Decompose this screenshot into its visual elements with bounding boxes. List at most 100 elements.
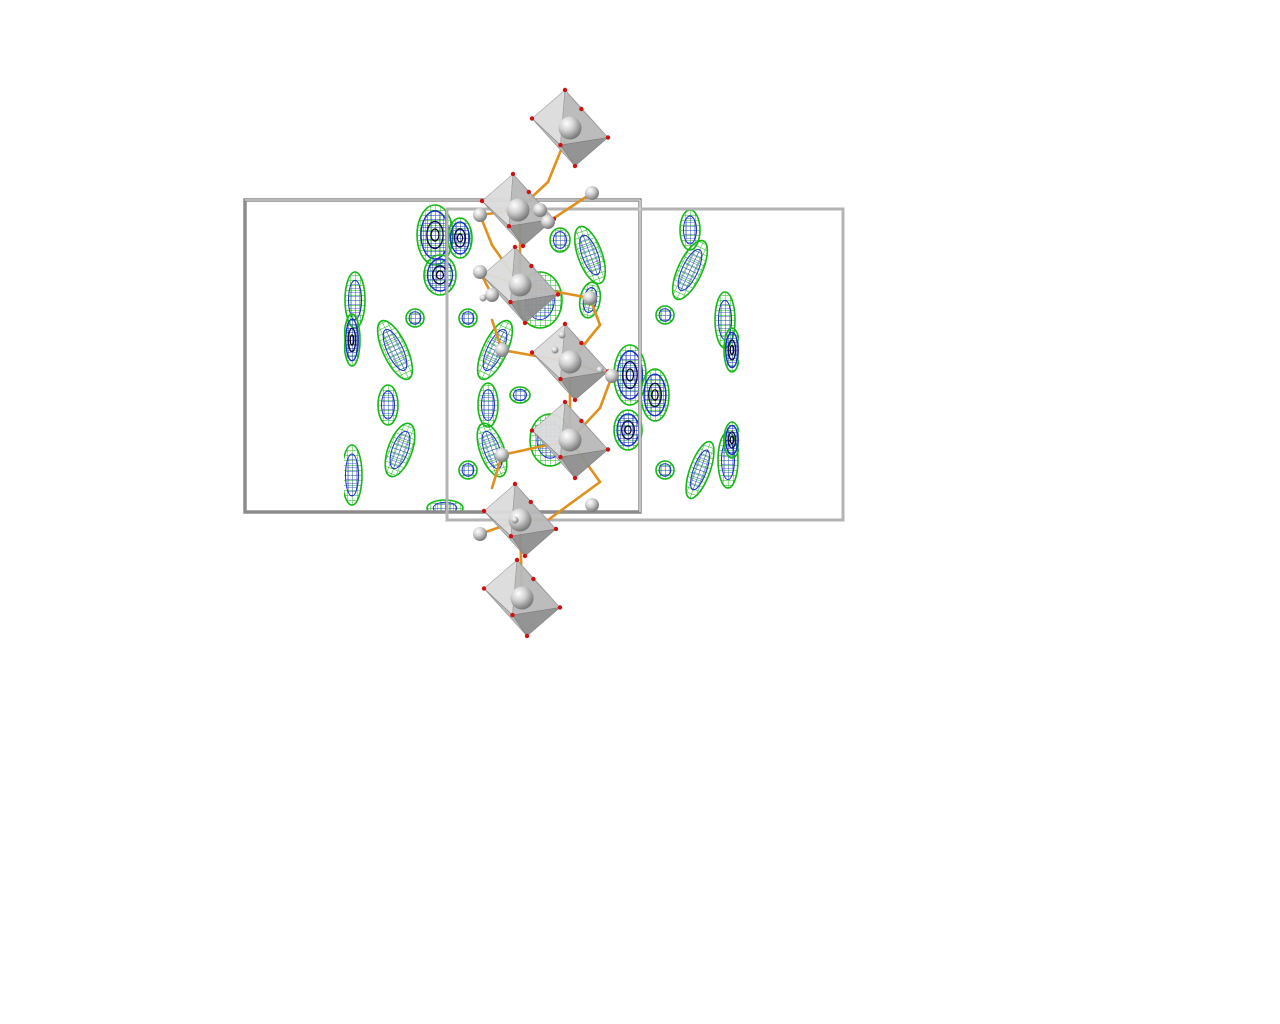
hydrogen-atom [511,516,519,524]
density-lobe [344,313,361,367]
density-lobe [458,460,478,480]
density-contour-mid [690,449,710,491]
oxygen-vertex [526,189,531,195]
metal-atom [508,273,532,297]
density-lobe [685,440,715,500]
density-contour-core [435,270,445,280]
oxygen-vertex [579,106,584,112]
density-lobe [384,422,416,478]
metal-atom [558,350,582,374]
density-contour-core [651,389,659,401]
density-lobe [640,368,670,422]
density-contour-mid [432,501,458,512]
density-contour-mid [408,311,422,325]
octahedron-face [516,559,561,608]
density-contour-mid [725,331,739,369]
ligand-atom [473,208,487,222]
oxygen-vertex [572,163,578,169]
density-lobe [573,225,607,285]
density-contour-inner [727,339,737,361]
density-lobe [423,254,457,296]
density-contour-inner [647,382,663,408]
oxygen-vertex [514,557,520,563]
oxygen-vertex [572,397,578,403]
oxygen-vertex [512,481,518,487]
hydrogen-atom [596,366,604,374]
octahedron [529,87,611,169]
octahedron [529,321,611,403]
density-lobe [426,499,464,512]
hydrogen-atom [558,331,566,339]
unit-cell-frames [243,198,845,522]
density-contour-mid [461,463,475,477]
density-contour-mid [579,234,601,276]
oxygen-vertex [605,447,611,452]
density-contour-mid [513,388,527,402]
oxygen-vertex [512,244,518,250]
ligand-atom [585,186,599,200]
oxygen-vertex [572,475,578,481]
density-contour-inner [622,360,638,390]
density-contour-mid [345,453,359,497]
ligand-atom [473,265,487,279]
oxygen-vertex [529,428,535,433]
density-contour-core [624,425,632,435]
density-contour-mid [345,318,359,362]
metal-atom [558,116,582,140]
density-contour-mid [677,248,703,292]
oxygen-vertex [508,534,514,539]
ligand-atom [533,203,547,217]
octahedron-face [564,401,609,450]
oxygen-vertex [529,116,535,121]
density-contour-mid [683,215,697,245]
oxygen-vertex [524,633,530,639]
oxygen-vertex [522,553,528,559]
density-lobe [723,327,739,373]
atom-spheres [473,116,619,610]
density-lobe [679,209,701,251]
density-contour-inner [347,327,357,353]
density-contour-mid [381,390,395,420]
density-contour-mid [553,231,567,249]
density-contour-inner [426,220,444,250]
oxygen-vertex [510,612,515,618]
oxygen-vertex [531,576,536,582]
octahedron-face [564,89,609,138]
oxygen-vertex [481,586,487,591]
density-lobe [655,305,675,325]
density-contour-mid [616,413,640,447]
metal-atom [558,428,582,452]
octahedron-face [559,371,609,401]
density-lobe [613,409,643,451]
ligand-atom [541,215,555,229]
oxygen-vertex [506,224,512,229]
oxygen-vertex [520,243,526,249]
density-contour-core [456,233,464,243]
density-contour-inner [453,228,467,248]
oxygen-vertex [529,350,535,355]
oxygen-vertex [558,142,563,148]
density-lobe [549,227,571,253]
oxygen-vertex [529,263,534,269]
oxygen-vertex [562,87,568,93]
bond [546,191,594,224]
oxygen-vertex [481,508,487,514]
density-lobe [477,382,499,428]
density-contour-mid [461,311,475,325]
metal-atom [510,586,534,610]
bond [546,480,602,522]
density-contour-mid [420,210,450,260]
oxygen-vertex [557,605,563,610]
density-lobe [376,319,414,381]
octahedron-face [511,607,561,637]
density-contour-inner [727,431,737,449]
octahedron-face [514,246,559,295]
density-lobe [405,308,425,328]
density-lobe [377,384,399,426]
ligand-atom [495,448,509,462]
oxygen-vertex [522,320,528,326]
density-contour-mid [643,373,667,417]
oxygen-vertex [562,321,568,327]
